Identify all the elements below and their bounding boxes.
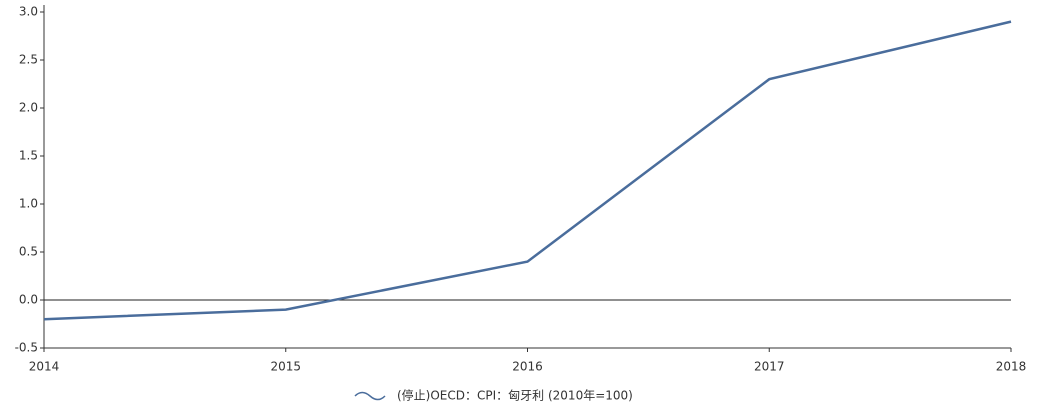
y-tick-label: 2.5 [19,53,38,67]
y-tick-label: 1.0 [19,197,38,211]
y-tick-label: 0.0 [19,293,38,307]
legend-label: (停止)OECD：CPI：匈牙利 (2010年=100) [397,388,633,403]
x-tick-label: 2018 [996,360,1027,374]
x-tick-label: 2014 [29,360,60,374]
y-tick-label: 3.0 [19,5,38,19]
data-line [43,20,1012,321]
y-tick-label: 2.0 [19,101,38,115]
legend-swatch [354,391,386,401]
x-tick-label: 2017 [754,360,785,374]
y-tick-label: 1.5 [19,149,38,163]
y-tick-label: 0.5 [19,245,38,259]
y-tick-label: -0.5 [15,341,38,355]
x-tick-label: 2015 [270,360,301,374]
x-tick-label: 2016 [512,360,543,374]
